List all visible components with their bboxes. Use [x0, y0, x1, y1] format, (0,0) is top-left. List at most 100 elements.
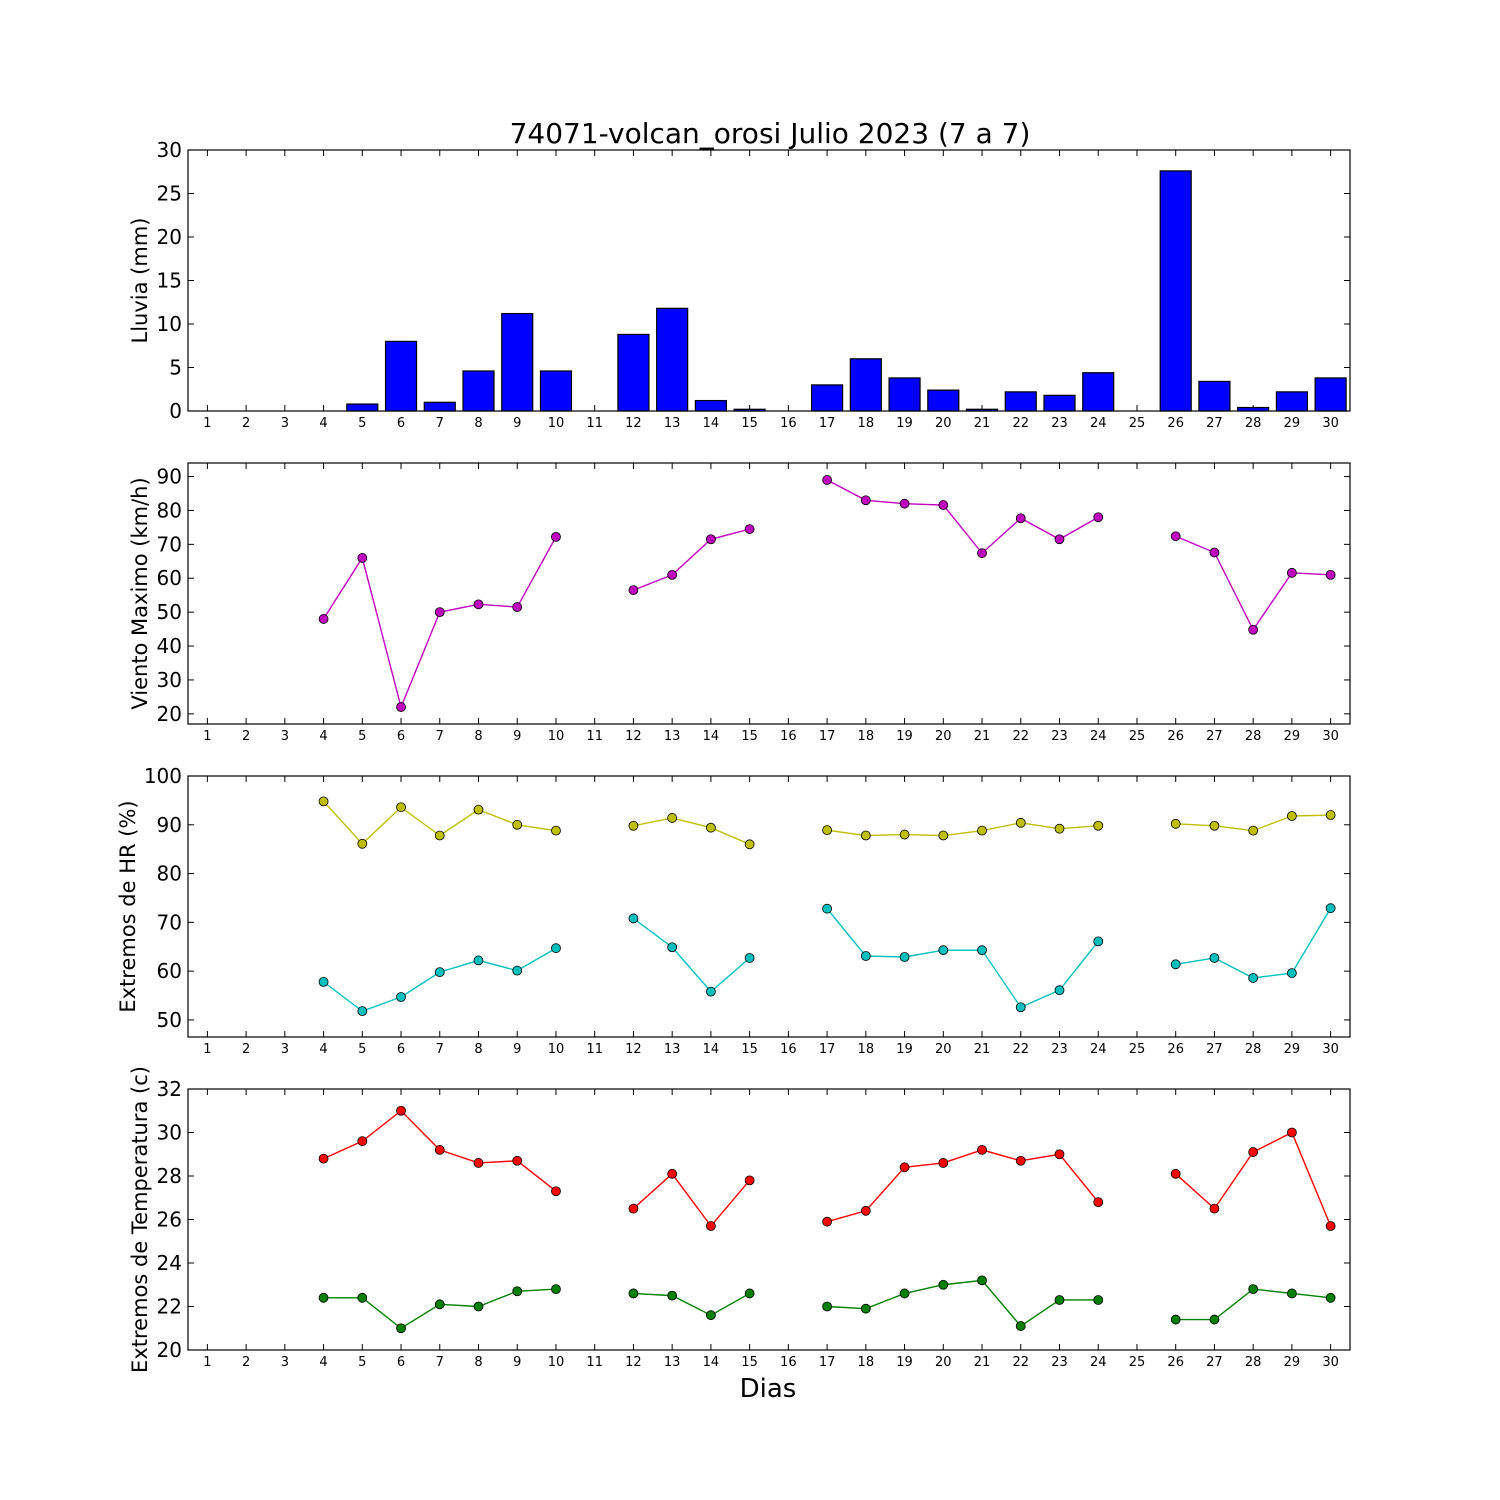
- data-point: [357, 1136, 368, 1147]
- data-point: [1170, 531, 1181, 542]
- data-point: [1093, 936, 1104, 947]
- y-tick-label: 5: [169, 356, 182, 380]
- bar: [849, 358, 882, 412]
- x-tick-label: 24: [1090, 1042, 1107, 1057]
- series-line-1: [1175, 1131, 1332, 1227]
- data-point: [938, 1158, 949, 1168]
- y-axis-label: Viento Maximo (km/h): [128, 477, 152, 709]
- x-tick-label: 29: [1284, 1042, 1301, 1057]
- data-point: [473, 804, 484, 815]
- x-tick-label: 25: [1129, 729, 1146, 744]
- bar: [1082, 372, 1115, 412]
- x-tick-label: 23: [1051, 416, 1068, 431]
- x-tick-label: 16: [780, 1042, 797, 1057]
- x-tick-label: 8: [474, 416, 482, 431]
- series-line-2: [323, 947, 557, 1012]
- data-point: [473, 1158, 484, 1168]
- data-point: [1054, 534, 1065, 545]
- x-tick-label: 20: [935, 729, 952, 744]
- bar: [1275, 391, 1308, 412]
- x-tick-label: 2: [242, 416, 250, 431]
- data-point: [1325, 903, 1336, 914]
- data-point: [667, 1168, 678, 1179]
- x-tick-label: 28: [1245, 416, 1262, 431]
- x-tick-label: 26: [1167, 1355, 1184, 1370]
- data-point: [1287, 1127, 1297, 1138]
- data-point: [1054, 985, 1065, 996]
- x-tick-label: 17: [819, 1355, 836, 1370]
- data-point: [512, 1155, 523, 1166]
- data-point: [899, 952, 910, 962]
- data-point: [1287, 1288, 1297, 1299]
- x-tick-label: 14: [703, 1042, 720, 1057]
- x-tick-label: 28: [1245, 1355, 1262, 1370]
- data-point: [899, 1288, 910, 1299]
- bar: [501, 312, 534, 412]
- data-point: [1054, 823, 1065, 834]
- x-tick-label: 6: [397, 1355, 405, 1370]
- x-tick-label: 12: [625, 1042, 642, 1057]
- data-point: [1248, 973, 1259, 983]
- x-tick-label: 17: [819, 416, 836, 431]
- series-line-1: [633, 528, 750, 591]
- x-tick-label: 3: [281, 416, 289, 431]
- x-tick-label: 19: [896, 1355, 913, 1370]
- x-tick-label: 4: [319, 1355, 327, 1370]
- y-axis-label: Extremos de Temperatura (c): [128, 1066, 152, 1373]
- y-tick-label: 80: [157, 498, 182, 522]
- data-point: [1054, 1295, 1065, 1305]
- data-point: [396, 992, 406, 1002]
- x-tick-label: 7: [436, 416, 444, 431]
- y-tick-label: 26: [157, 1208, 182, 1232]
- series-line-1: [826, 1149, 1099, 1223]
- data-point: [628, 1288, 639, 1299]
- series-line-2: [633, 917, 751, 993]
- x-tick-label: 24: [1090, 729, 1107, 744]
- x-tick-label: 5: [358, 416, 366, 431]
- x-tick-label: 23: [1051, 1355, 1068, 1370]
- series-line-1: [633, 817, 750, 845]
- bar: [1043, 394, 1076, 412]
- series-line-1: [322, 536, 557, 710]
- data-point: [318, 796, 329, 807]
- data-point: [473, 1301, 484, 1312]
- x-tick-label: 14: [703, 1355, 720, 1370]
- y-tick-label: 32: [157, 1077, 182, 1101]
- bar: [617, 333, 650, 412]
- data-point: [1015, 817, 1026, 828]
- axes-frame: [187, 462, 1351, 725]
- y-tick-label: 20: [157, 1338, 182, 1362]
- bar: [384, 340, 418, 412]
- x-tick-label: 9: [513, 1355, 521, 1370]
- x-tick-label: 22: [1012, 1355, 1029, 1370]
- data-point: [1015, 1155, 1026, 1166]
- x-tick-label: 12: [625, 416, 642, 431]
- data-point: [706, 534, 716, 545]
- data-point: [473, 955, 484, 966]
- figure-title: 74071-volcan_orosi Julio 2023 (7 a 7): [510, 117, 1031, 150]
- data-point: [512, 1286, 523, 1297]
- bar: [1198, 380, 1231, 412]
- data-point: [667, 569, 678, 580]
- x-tick-label: 7: [436, 1042, 444, 1057]
- data-point: [396, 1323, 406, 1334]
- y-tick-label: 30: [157, 138, 182, 162]
- data-point: [860, 495, 871, 506]
- data-point: [1325, 810, 1336, 820]
- x-tick-label: 24: [1090, 416, 1107, 431]
- data-point: [1015, 513, 1026, 524]
- data-point: [822, 475, 832, 485]
- x-tick-label: 22: [1012, 729, 1029, 744]
- y-tick-label: 90: [157, 813, 182, 837]
- x-tick-label: 11: [586, 729, 603, 744]
- x-tick-label: 16: [780, 729, 797, 744]
- y-tick-label: 24: [157, 1251, 182, 1275]
- x-tick-label: 26: [1167, 1042, 1184, 1057]
- data-point: [1093, 1197, 1104, 1207]
- y-tick-label: 50: [157, 600, 182, 624]
- data-point: [706, 822, 716, 833]
- data-point: [1015, 1002, 1026, 1013]
